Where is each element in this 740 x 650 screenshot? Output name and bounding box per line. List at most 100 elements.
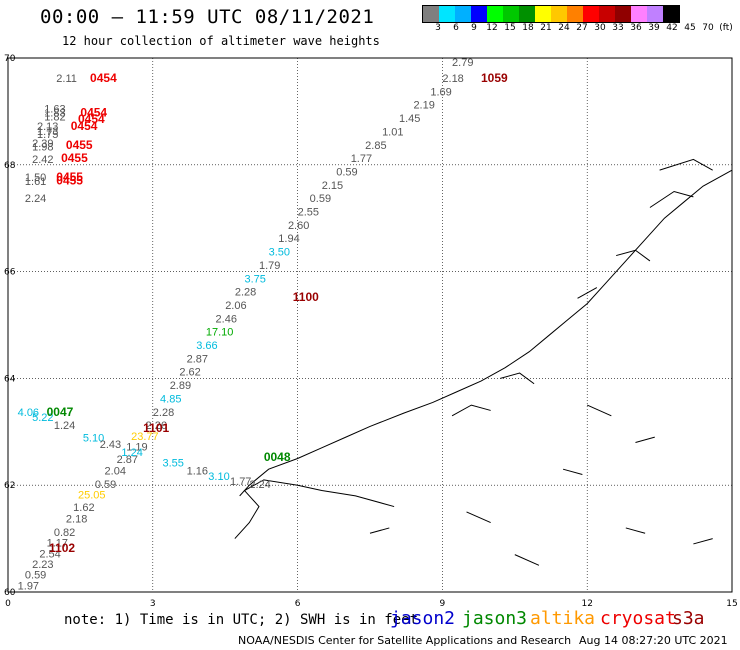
x-tick-label: 0 (5, 599, 11, 609)
pass-time-label: 0455 (56, 170, 83, 184)
pass-time-label: 0454 (78, 112, 105, 126)
wave-height-value: 2.89 (170, 380, 191, 392)
scale-label: 6 (453, 23, 459, 33)
wave-height-value: 1.98 (32, 141, 53, 153)
wave-height-value: 2.24 (249, 479, 270, 491)
y-tick-label: 66 (4, 268, 16, 278)
scale-swatch (519, 6, 535, 22)
scale-swatch (471, 6, 487, 22)
wave-height-value: 2.18 (66, 514, 87, 526)
wave-height-value: 3.66 (196, 340, 217, 352)
y-tick-label: 60 (4, 588, 16, 598)
y-tick-label: 64 (4, 374, 16, 384)
scale-label: 70 (702, 23, 714, 33)
scale-swatch (647, 6, 663, 22)
pass-time-label: 1101 (143, 421, 169, 435)
scale-swatch (503, 6, 519, 22)
coastline-fragment (577, 287, 598, 299)
coastline-main (239, 169, 733, 497)
scale-label: 18 (522, 23, 534, 33)
pass-time-label: 0047 (47, 405, 74, 419)
y-tick-label: 68 (4, 161, 16, 171)
wave-height-value: 1.62 (73, 502, 94, 514)
pass-time-label: 1100 (293, 290, 319, 304)
scale-label: 39 (648, 23, 660, 33)
pass-time-label: 0048 (264, 450, 291, 464)
wave-height-value: 23.77 (131, 431, 159, 443)
scale-swatch (599, 6, 615, 22)
wave-height-value: 1.82 (44, 111, 65, 123)
wave-height-value: 2.19 (413, 100, 434, 112)
satellite-legend-item: jason3 (462, 608, 528, 629)
wave-height-value: 4.85 (160, 393, 181, 405)
wave-height-value: 2.23 (32, 559, 53, 571)
scale-swatch (423, 6, 439, 22)
wave-height-value: 2.28 (235, 287, 256, 299)
wave-height-value: 1.16 (187, 466, 208, 478)
wave-height-value: 1.83 (44, 108, 65, 120)
wave-height-value: 1.75 (37, 129, 58, 141)
coastline-fragment (649, 190, 694, 208)
pass-time-label: 1102 (49, 541, 75, 555)
scale-swatch (663, 6, 679, 22)
wave-height-value: 1.17 (47, 538, 68, 550)
scale-label: 12 (486, 23, 498, 33)
wave-height-value: 2.55 (298, 207, 319, 219)
scale-swatch (439, 6, 455, 22)
wave-height-value: 1.79 (259, 260, 280, 272)
scale-label: 36 (630, 23, 642, 33)
wave-height-value: 2.24 (25, 193, 46, 205)
scale-label: 24 (558, 23, 570, 33)
scale-swatch (631, 6, 647, 22)
coastline-fragment (693, 538, 713, 545)
wave-height-value: 2.60 (288, 220, 309, 232)
pass-time-label: 0455 (56, 174, 83, 188)
scale-swatch (615, 6, 631, 22)
scale-label: 45 (684, 23, 696, 33)
x-tick-label: 6 (295, 599, 301, 609)
y-tick-label: 62 (4, 481, 15, 491)
wave-height-value: 2.39 (32, 138, 53, 150)
scale-label: (ft) (719, 23, 733, 33)
credit: NOAA/NESDIS Center for Satellite Applica… (238, 634, 572, 647)
coastline-fragment (562, 468, 583, 476)
wave-height-value: 2.87 (187, 353, 208, 365)
scale-swatch (583, 6, 599, 22)
wave-height-value: 1.01 (382, 126, 403, 138)
satellite-legend-item: jason2 (390, 608, 456, 629)
wave-height-value: 2.04 (105, 466, 126, 478)
scale-swatch (551, 6, 567, 22)
wave-height-value: 0.59 (336, 166, 357, 178)
wave-height-value: 2.85 (365, 140, 386, 152)
wave-height-value: 4.06 (18, 407, 39, 419)
wave-height-value: 0.82 (54, 527, 75, 539)
scale-label: 27 (576, 23, 588, 33)
scale-label: 30 (594, 23, 606, 33)
satellite-legend-item: altika (530, 608, 596, 629)
satellite-legend-item: cryosat (600, 608, 676, 629)
wave-height-value: 1.63 (44, 103, 65, 115)
x-tick-label: 15 (726, 599, 737, 609)
wave-height-value: 1.24 (121, 447, 142, 459)
wave-height-value: 0.59 (310, 193, 331, 205)
wave-height-value: 17.10 (206, 327, 234, 339)
footnote: note: 1) Time is in UTC; 2) SWH is in fe… (64, 612, 419, 628)
scale-swatch (535, 6, 551, 22)
scale-label: 9 (471, 23, 477, 33)
wave-height-value: 1.19 (126, 441, 147, 453)
timestamp: Aug 14 08:27:20 UTC 2021 (579, 634, 728, 647)
coastline (234, 158, 733, 566)
coastline-fragment (466, 511, 491, 524)
wave-height-value: 0.59 (95, 479, 116, 491)
coastline-fragment (500, 372, 535, 385)
wave-height-value: 2.42 (32, 154, 53, 166)
wave-labels: 2.11 1.631.831.822.131.731.752.391.982.42… (18, 57, 508, 592)
wave-height-value: 1.94 (278, 233, 299, 245)
satellite-legend-item: s3a (672, 608, 705, 629)
scale-swatch (567, 6, 583, 22)
scale-label: 3 (435, 23, 441, 33)
map-grid (7, 57, 733, 593)
wave-height-value: 1.69 (430, 86, 451, 98)
wave-height-value: 25.05 (78, 490, 106, 502)
